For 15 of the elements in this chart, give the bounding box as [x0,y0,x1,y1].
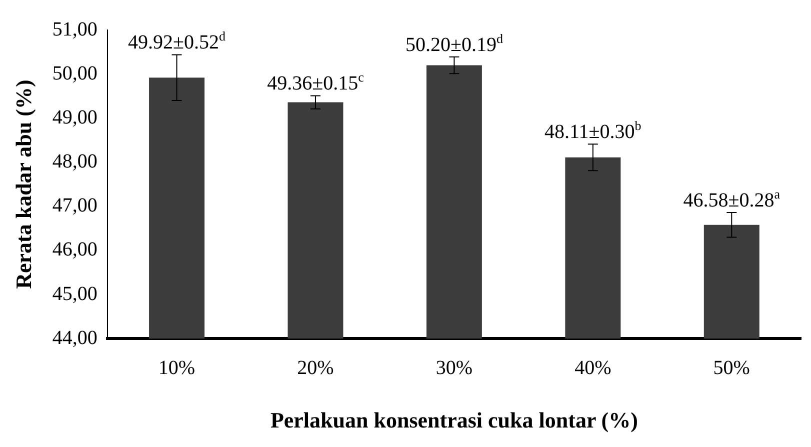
y-tick-label: 49,00 [52,106,98,128]
y-tick-label: 47,00 [52,194,98,217]
y-axis-title: Rerata kadar abu (%) [10,80,36,289]
y-tick-label: 48,00 [52,150,98,173]
x-tick-label: 10% [158,356,196,379]
y-tick-label: 46,00 [52,238,98,261]
y-tick-label: 44,00 [52,326,98,349]
x-tick-label: 20% [297,356,334,379]
x-axis-title: Perlakuan konsentrasi cuka lontar (%) [270,407,638,432]
y-tick-label: 51,00 [52,18,98,40]
y-tick-label: 50,00 [52,62,98,84]
x-tick-label: 30% [436,356,473,379]
x-tick-label: 40% [574,356,612,379]
x-tick-label: 50% [713,356,750,379]
y-tick-label: 45,00 [52,282,98,305]
